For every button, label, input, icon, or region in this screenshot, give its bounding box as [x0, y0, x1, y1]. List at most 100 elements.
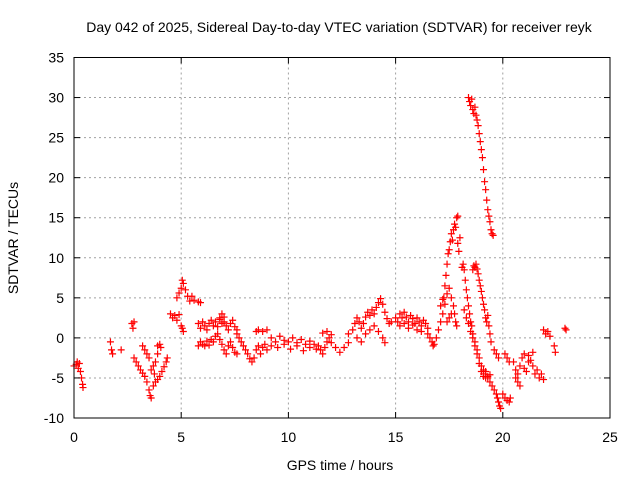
- data-point: [239, 342, 247, 350]
- data-point: [190, 296, 198, 304]
- data-point: [490, 346, 498, 354]
- data-point: [263, 346, 271, 354]
- data-point: [227, 338, 235, 346]
- data-point: [460, 306, 468, 314]
- data-point: [387, 318, 395, 326]
- data-point: [336, 348, 344, 356]
- data-point: [447, 294, 455, 302]
- data-point: [400, 308, 408, 316]
- data-point: [453, 214, 461, 222]
- data-point: [493, 394, 501, 402]
- data-point: [529, 348, 537, 356]
- data-point: [475, 276, 483, 284]
- data-point: [179, 279, 187, 287]
- data-point: [445, 284, 453, 292]
- data-point: [443, 260, 451, 268]
- data-point: [478, 294, 486, 302]
- data-point: [483, 196, 491, 204]
- data-point: [129, 324, 137, 332]
- data-point: [497, 404, 505, 412]
- data-point: [480, 166, 488, 174]
- data-point: [235, 334, 243, 342]
- data-point: [250, 354, 258, 362]
- data-point: [478, 154, 486, 162]
- data-point: [483, 318, 491, 326]
- data-point: [474, 270, 482, 278]
- x-tick-label: 25: [602, 429, 618, 445]
- data-point: [424, 330, 432, 338]
- data-point: [453, 322, 461, 330]
- data-point: [505, 398, 513, 406]
- data-point: [477, 146, 485, 154]
- data-point: [449, 302, 457, 310]
- data-point: [429, 342, 437, 350]
- data-point: [413, 326, 421, 334]
- data-point: [171, 311, 179, 319]
- data-point: [480, 372, 488, 380]
- data-point: [357, 324, 365, 332]
- data-point: [473, 265, 481, 273]
- data-point: [409, 321, 417, 329]
- data-point: [201, 342, 209, 350]
- data-point: [323, 338, 331, 346]
- data-point: [306, 344, 314, 352]
- data-point: [529, 362, 537, 370]
- data-point: [209, 338, 217, 346]
- data-point: [224, 342, 232, 350]
- data-point: [229, 316, 237, 324]
- data-point: [464, 319, 472, 327]
- data-point: [154, 350, 162, 358]
- data-point: [163, 354, 171, 362]
- data-point: [443, 290, 451, 298]
- data-point: [218, 340, 226, 348]
- data-point: [355, 318, 363, 326]
- data-point: [353, 314, 361, 322]
- data-point: [149, 362, 157, 370]
- data-point: [512, 374, 520, 382]
- data-point: [248, 358, 256, 366]
- data-point: [220, 346, 228, 354]
- data-point: [426, 334, 434, 342]
- data-point: [327, 331, 335, 339]
- data-point: [76, 368, 84, 376]
- y-tick-label: 5: [56, 290, 64, 306]
- data-point: [173, 294, 181, 302]
- data-point: [441, 300, 449, 308]
- data-point: [480, 300, 488, 308]
- data-point: [214, 323, 222, 331]
- data-point: [196, 299, 204, 307]
- y-tick-label: 0: [56, 330, 64, 346]
- data-point: [501, 350, 509, 358]
- data-point: [175, 311, 183, 319]
- data-point: [561, 324, 569, 332]
- y-tick-label: 10: [48, 250, 64, 266]
- y-tick-label: 35: [48, 50, 64, 66]
- data-point: [379, 300, 387, 308]
- data-point: [404, 324, 412, 332]
- data-point: [462, 286, 470, 294]
- data-point: [141, 346, 149, 354]
- data-point: [441, 282, 449, 290]
- data-point: [475, 360, 483, 368]
- data-point: [166, 310, 174, 318]
- data-point: [244, 350, 252, 358]
- data-point: [312, 345, 320, 353]
- data-point: [177, 284, 185, 292]
- data-point: [447, 230, 455, 238]
- data-point: [381, 339, 389, 347]
- data-point: [297, 335, 305, 343]
- data-point: [495, 398, 503, 406]
- data-point: [488, 230, 496, 238]
- data-point: [486, 378, 494, 386]
- data-point: [381, 308, 389, 316]
- data-point: [413, 314, 421, 322]
- data-point: [188, 292, 196, 300]
- x-tick-label: 0: [70, 429, 78, 445]
- data-point: [366, 326, 374, 334]
- data-point: [254, 326, 262, 334]
- data-point: [486, 218, 494, 226]
- data-point: [492, 390, 500, 398]
- data-point: [477, 287, 485, 295]
- data-point: [445, 246, 453, 254]
- data-point: [287, 345, 295, 353]
